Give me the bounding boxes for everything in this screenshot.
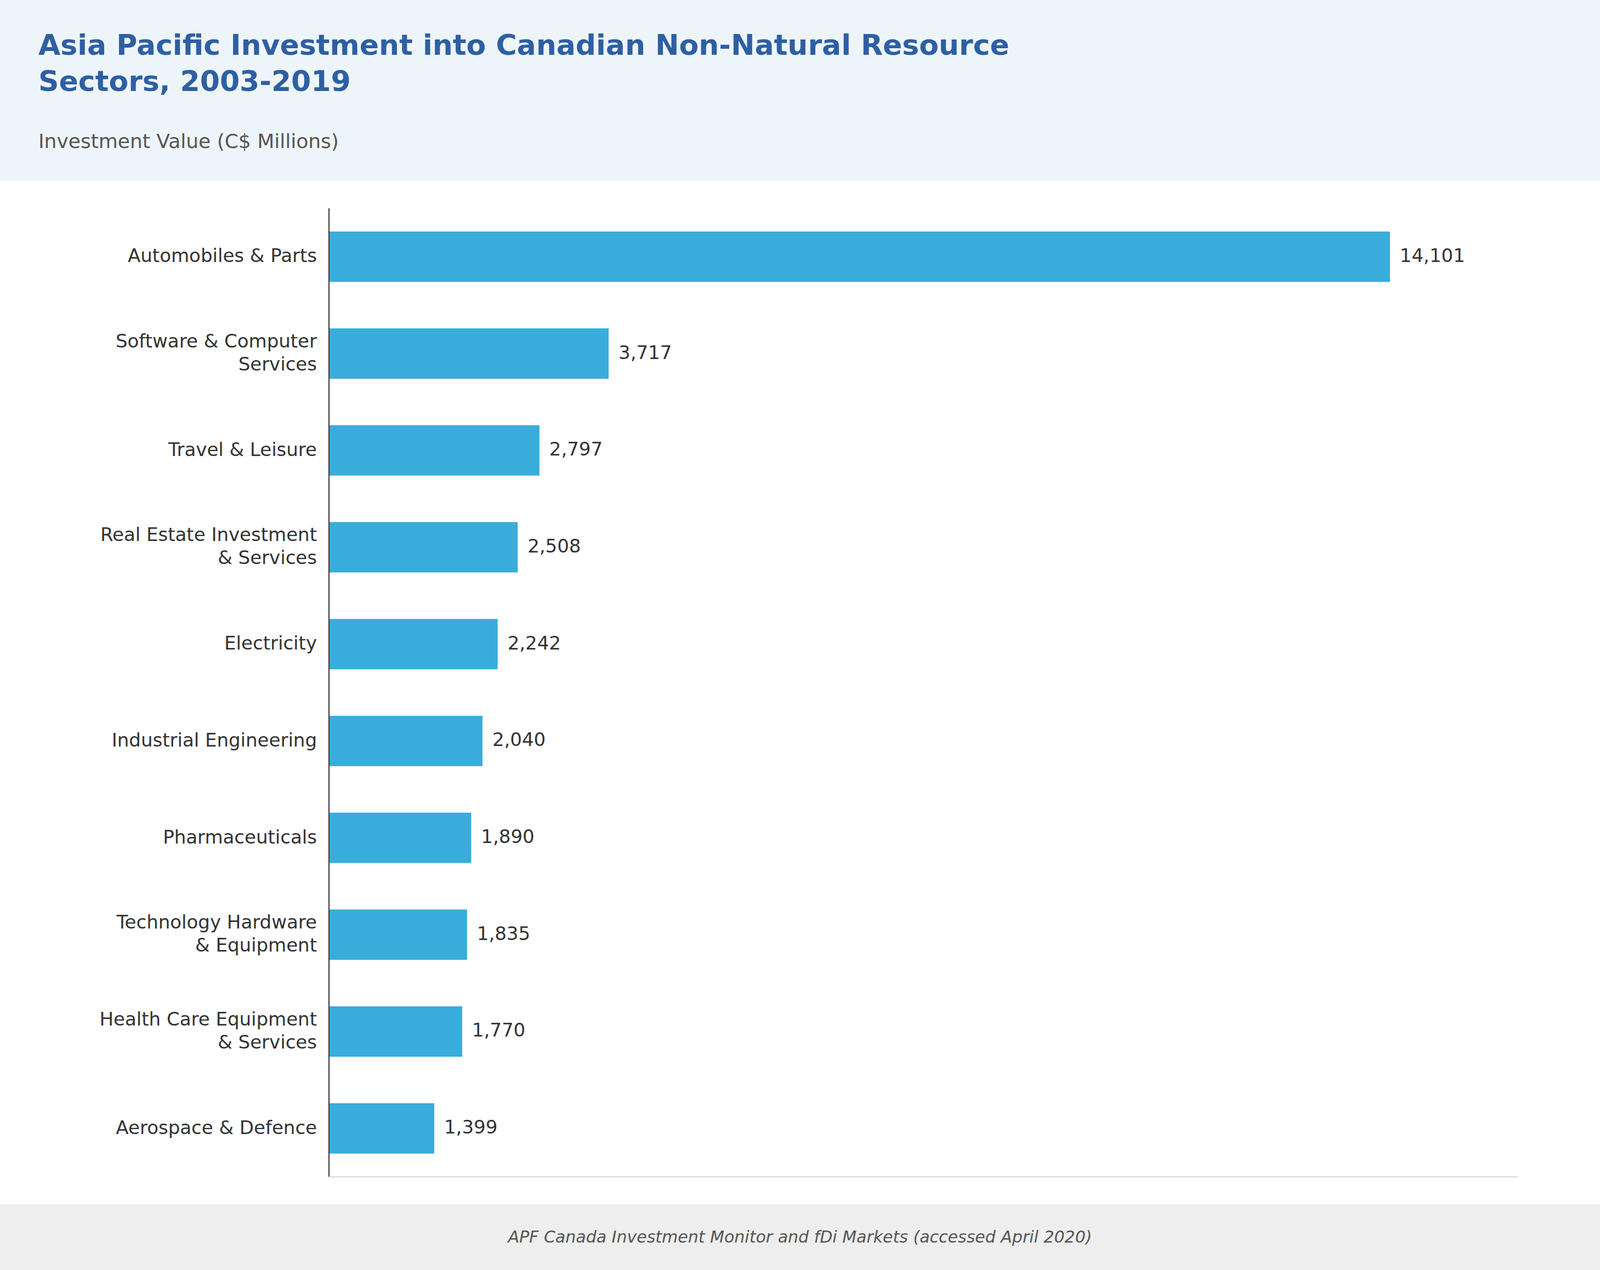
chart-container: Asia Pacific Investment into Canadian No… [0,0,1600,1270]
text-line: Technology Hardware [116,911,317,934]
data-label: 2,797 [549,438,603,461]
text-line: Automobiles & Parts [127,244,317,267]
category-label: Automobiles & Parts [127,244,317,267]
text-line: & Services [217,546,317,569]
header-band [0,0,1600,181]
footer-band [0,1204,1600,1270]
category-label: Aerospace & Defence [115,1116,317,1139]
text-line: Software & Computer [115,330,317,353]
text-line: & Equipment [195,934,317,957]
bar [328,328,609,379]
bar [328,1006,463,1058]
x-axis-line [328,1176,1518,1178]
bar [328,522,518,573]
y-axis-line [328,208,330,1178]
bar [328,619,498,670]
category-label: Pharmaceuticals [162,825,317,848]
category-label: Travel & Leisure [167,438,317,461]
bar [328,813,472,864]
bar [328,231,1390,282]
category-label: Real Estate Investment& Services [100,523,317,569]
category-label: Technology Hardware& Equipment [116,911,317,957]
data-label: 1,890 [480,825,535,848]
bar [328,716,483,767]
bar [328,1103,435,1155]
category-label: Software & ComputerServices [115,330,317,376]
data-label: 2,040 [492,728,546,751]
title: Asia Pacific Investment into Canadian No… [38,28,1010,98]
data-label: 1,835 [477,922,531,945]
subtitle: Investment Value (C$ Millions) [38,129,339,153]
data-label: 1,399 [444,1116,498,1139]
data-label: 1,770 [472,1019,526,1042]
data-label: 2,508 [527,535,581,558]
text-line: Health Care Equipment [99,1007,317,1030]
text-line: Real Estate Investment [100,523,317,546]
category-label: Health Care Equipment& Services [99,1007,317,1053]
text-line: Pharmaceuticals [162,825,317,848]
background [0,0,1600,1270]
text-line: Aerospace & Defence [115,1116,317,1139]
page: {"chart_data": { "type": "bar", "orienta… [0,0,1600,1270]
text-line: Sectors, 2003-2019 [38,64,351,98]
text-line: Industrial Engineering [111,728,317,751]
text-line: Travel & Leisure [167,438,317,461]
data-label: 3,717 [618,341,672,364]
chart-svg: Asia Pacific Investment into Canadian No… [0,0,1600,1270]
category-label: Electricity [224,632,317,655]
text-line: Services [238,353,317,376]
data-label: 14,101 [1399,244,1466,267]
text-line: Asia Pacific Investment into Canadian No… [38,28,1010,62]
data-label: 2,242 [507,632,561,655]
text-line: Electricity [224,632,317,655]
bars [328,231,1390,1154]
bar [328,425,540,476]
source-note: APF Canada Investment Monitor and fDi Ma… [507,1227,1093,1247]
bar [328,909,468,961]
category-label: Industrial Engineering [111,728,317,751]
text-line: & Services [217,1030,317,1053]
